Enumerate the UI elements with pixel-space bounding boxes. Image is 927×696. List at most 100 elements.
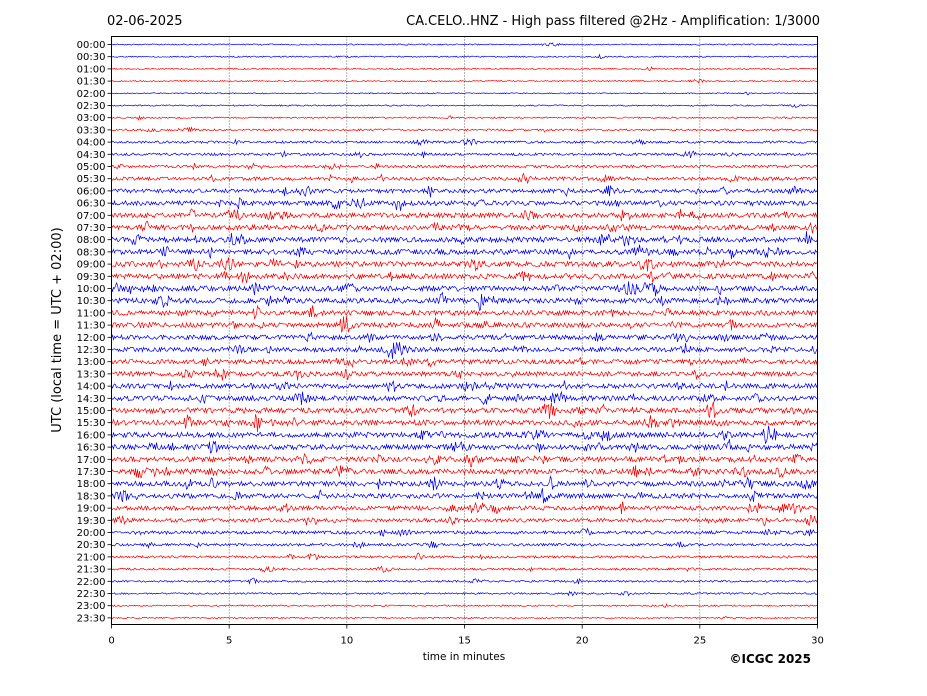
trace-0200 — [111, 91, 818, 96]
trace-0400 — [111, 137, 818, 147]
y-tick-label-1230: 12:30 — [77, 345, 106, 356]
y-tick-label-2030: 20:30 — [77, 540, 106, 551]
y-tick-label-0030: 00:30 — [77, 52, 106, 63]
trace-0500 — [111, 162, 818, 171]
trace-1100 — [111, 304, 818, 320]
copyright-label: ©ICGC 2025 — [729, 652, 811, 666]
plot-area — [111, 36, 818, 625]
x-axis: 0 5 10 15 20 25 30 — [108, 624, 824, 647]
y-tick-label-0500: 05:00 — [77, 162, 106, 173]
y-tick-label-2100: 21:00 — [77, 552, 106, 563]
y-tick-label-1200: 12:00 — [77, 333, 106, 344]
y-tick-label-0700: 07:00 — [77, 211, 106, 222]
trace-0030 — [111, 53, 818, 59]
trace-1430 — [111, 390, 818, 406]
y-tick-label-1830: 18:30 — [77, 491, 106, 502]
y-tick-label-0830: 08:30 — [77, 247, 106, 258]
y-tick-label-2130: 21:30 — [77, 565, 106, 576]
y-tick-label-1100: 11:00 — [77, 308, 106, 319]
trace-0300 — [111, 114, 818, 121]
x-axis-label: time in minutes — [423, 651, 505, 663]
trace-2230 — [111, 590, 818, 597]
y-tick-label-1330: 13:30 — [77, 369, 106, 380]
trace-1200 — [111, 331, 818, 343]
trace-1830 — [111, 488, 818, 504]
trace-0100 — [111, 66, 818, 72]
trace-0830 — [111, 244, 818, 260]
trace-1230 — [111, 342, 818, 360]
y-tick-label-2300: 23:00 — [77, 601, 106, 612]
y-tick-label-0630: 06:30 — [77, 199, 106, 210]
y-tick-label-1730: 17:30 — [77, 467, 106, 478]
trace-1130 — [111, 316, 818, 333]
x-tick-label-25: 25 — [693, 636, 706, 647]
trace-0530 — [111, 172, 818, 185]
trace-0330 — [111, 126, 818, 133]
trace-1300 — [111, 357, 818, 368]
y-tick-label-1530: 15:30 — [77, 418, 106, 429]
trace-0900 — [111, 257, 818, 272]
y-tick-label-0530: 05:30 — [77, 174, 106, 185]
x-tick-label-10: 10 — [340, 636, 353, 647]
y-tick-label-0000: 00:00 — [77, 40, 106, 51]
y-tick-label-0600: 06:00 — [77, 186, 106, 197]
trace-1500 — [111, 401, 818, 419]
trace-0130 — [111, 78, 818, 84]
y-tick-label-1300: 13:00 — [77, 357, 106, 368]
trace-0230 — [111, 103, 818, 108]
y-tick-label-1030: 10:30 — [77, 296, 106, 307]
y-tick-label-0230: 02:30 — [77, 101, 106, 112]
y-tick-label-0430: 04:30 — [77, 150, 106, 161]
trace-2000 — [111, 527, 818, 538]
trace-2100 — [111, 552, 818, 561]
y-tick-label-2330: 23:30 — [77, 613, 106, 624]
y-axis-label: UTC (local time = UTC + 02:00) — [50, 227, 65, 432]
y-tick-label-2200: 22:00 — [77, 577, 106, 588]
y-tick-label-0100: 01:00 — [77, 64, 106, 75]
trace-2030 — [111, 541, 818, 550]
chart-date: 02-06-2025 — [107, 14, 183, 29]
trace-1930 — [111, 514, 818, 527]
y-tick-label-2000: 20:00 — [77, 528, 106, 539]
trace-0000 — [111, 42, 818, 47]
trace-0700 — [111, 208, 818, 222]
trace-2300 — [111, 603, 818, 608]
trace-1400 — [111, 380, 818, 392]
y-tick-label-0730: 07:30 — [77, 223, 106, 234]
y-tick-label-1000: 10:00 — [77, 284, 106, 295]
y-tick-label-1930: 19:30 — [77, 516, 106, 527]
y-tick-label-0200: 02:00 — [77, 89, 106, 100]
trace-1630 — [111, 439, 818, 454]
y-tick-label-1500: 15:00 — [77, 406, 106, 417]
x-tick-label-20: 20 — [576, 636, 589, 647]
y-tick-label-1400: 14:00 — [77, 382, 106, 393]
trace-1530 — [111, 414, 818, 433]
y-tick-label-0130: 01:30 — [77, 77, 106, 88]
trace-1900 — [111, 501, 818, 515]
trace-1600 — [111, 425, 818, 444]
y-tick-label-1800: 18:00 — [77, 479, 106, 490]
trace-0800 — [111, 231, 818, 247]
y-tick-label-1430: 14:30 — [77, 394, 106, 405]
trace-0430 — [111, 149, 818, 159]
y-tick-label-0800: 08:00 — [77, 235, 106, 246]
x-tick-label-30: 30 — [811, 636, 824, 647]
trace-1330 — [111, 368, 818, 381]
y-tick-label-0900: 09:00 — [77, 260, 106, 271]
y-tick-label-0930: 09:30 — [77, 272, 106, 283]
chart-title: CA.CELO..HNZ - High pass filtered @2Hz -… — [406, 14, 820, 29]
x-tick-label-5: 5 — [226, 636, 232, 647]
trace-2330 — [111, 616, 818, 620]
y-tick-label-1700: 17:00 — [77, 455, 106, 466]
trace-1030 — [111, 291, 818, 312]
trace-2130 — [111, 565, 818, 573]
y-tick-label-1630: 16:30 — [77, 443, 106, 454]
trace-0730 — [111, 220, 818, 234]
y-tick-label-0400: 04:00 — [77, 138, 106, 149]
trace-1700 — [111, 452, 818, 468]
x-tick-label-15: 15 — [458, 636, 471, 647]
plot-frame — [111, 36, 818, 625]
trace-1000 — [111, 281, 818, 297]
